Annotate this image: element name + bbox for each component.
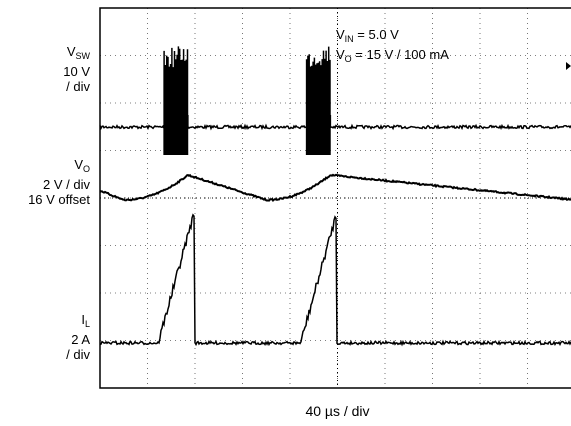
- vin-subscript: IN: [344, 34, 354, 44]
- vin-symbol: V: [336, 27, 345, 42]
- vo-ann-subscript: O: [344, 54, 352, 64]
- il-per-div: / div: [66, 347, 90, 362]
- vin-value: = 5.0 V: [353, 27, 399, 42]
- il-symbol: I: [81, 312, 85, 327]
- vo-trace: [99, 173, 571, 202]
- vsw-trace: [99, 46, 571, 155]
- vo-subscript: O: [82, 164, 90, 174]
- vo-symbol: V: [74, 157, 83, 172]
- vsw-scale: 10 V: [63, 64, 90, 79]
- vin-annotation: VIN = 5.0 V: [336, 26, 399, 48]
- vo-ann-value: = 15 V / 100 mA: [351, 47, 449, 62]
- vo-label: VO 2 V / div 16 V offset: [28, 157, 90, 207]
- vo-scale: 2 V / div: [43, 177, 90, 192]
- il-scale: 2 A: [71, 332, 90, 347]
- vsw-subscript: SW: [75, 51, 91, 61]
- vo-annotation: VO = 15 V / 100 mA: [336, 46, 449, 68]
- trigger-marker-icon: [566, 62, 571, 70]
- il-label: IL 2 A / div: [66, 312, 90, 362]
- vsw-per-div: / div: [66, 79, 90, 94]
- il-subscript: L: [84, 319, 90, 329]
- vo-offset: 16 V offset: [28, 192, 90, 207]
- vsw-symbol: V: [66, 44, 76, 59]
- plot-frame: [99, 7, 571, 389]
- time-scale-label: 40 µs / div: [305, 403, 370, 419]
- vsw-label: VSW 10 V / div: [63, 44, 90, 94]
- traces: [99, 46, 571, 347]
- il-trace: [99, 213, 571, 347]
- vo-ann-symbol: V: [336, 47, 345, 62]
